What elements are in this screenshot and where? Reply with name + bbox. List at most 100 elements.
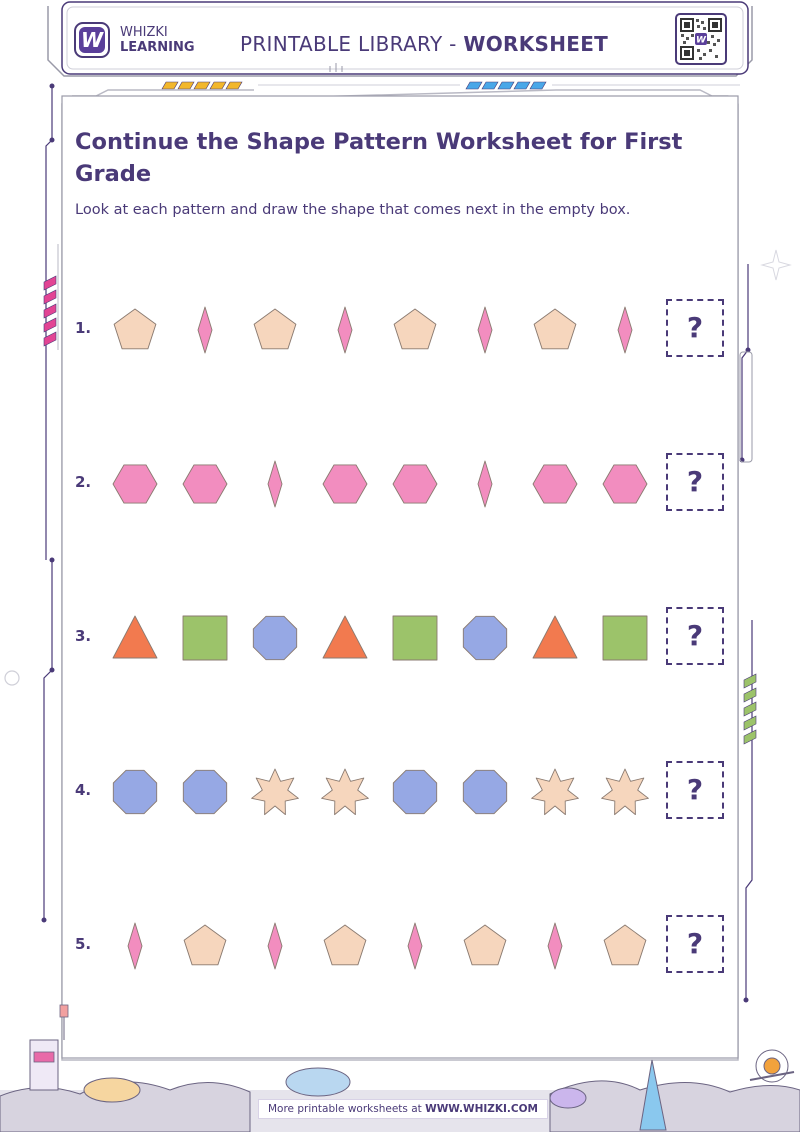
question-mark: ?: [686, 311, 704, 344]
pattern-shape-diamond: [250, 911, 300, 981]
pentagon-shape: [393, 308, 437, 350]
question-mark: ?: [686, 773, 704, 806]
pattern-shape-octagon: [460, 757, 510, 827]
diamond-shape: [267, 460, 283, 508]
question-mark: ?: [686, 619, 704, 652]
pattern-shape-star: [600, 757, 650, 827]
pentagon-shape: [323, 924, 367, 966]
answer-box[interactable]: ?: [666, 915, 724, 973]
pattern-shape-star: [320, 757, 370, 827]
diamond-shape: [337, 306, 353, 354]
pattern-shape-diamond: [180, 295, 230, 365]
pattern-shape-hexagon: [320, 449, 370, 519]
qr-code-graphic: W: [680, 18, 722, 60]
pattern-shape-triangle: [320, 603, 370, 673]
hexagon-shape: [182, 464, 228, 504]
octagon-shape: [182, 769, 228, 815]
hexagon-shape: [532, 464, 578, 504]
pattern-shape-square: [180, 603, 230, 673]
diamond-shape: [617, 306, 633, 354]
logo-line-1: WHIZKI: [120, 25, 168, 40]
star-shape: [531, 768, 579, 816]
logo-text: WHIZKI LEARNING: [120, 25, 195, 55]
answer-box[interactable]: ?: [666, 607, 724, 665]
hexagon-icon: [532, 464, 578, 504]
library-label: PRINTABLE LIBRARY -: [240, 32, 464, 56]
row-number: 1.: [75, 319, 92, 337]
green-stripes: [743, 673, 757, 745]
worksheet-title: Continue the Shape Pattern Worksheet for…: [75, 129, 683, 187]
triangle-shape: [532, 615, 578, 659]
star-icon: [321, 768, 369, 816]
octagon-icon: [462, 769, 508, 815]
octagon-icon: [392, 769, 438, 815]
hexagon-icon: [322, 464, 368, 504]
pentagon-shape: [253, 308, 297, 350]
answer-box[interactable]: ?: [666, 299, 724, 357]
square-shape: [602, 615, 648, 661]
pattern-row: 1. ?: [0, 295, 800, 365]
pattern-shape-pentagon: [460, 911, 510, 981]
qr-code-icon[interactable]: W: [675, 13, 727, 65]
pattern-shape-pentagon: [390, 295, 440, 365]
diamond-icon: [337, 306, 353, 354]
bottom-scenery: [0, 1004, 800, 1132]
star-shape: [321, 768, 369, 816]
pink-stripes: [43, 275, 57, 347]
pattern-shape-octagon: [390, 757, 440, 827]
pentagon-shape: [463, 924, 507, 966]
blue-stripes: [465, 81, 547, 90]
pentagon-icon: [463, 924, 507, 966]
answer-box[interactable]: ?: [666, 453, 724, 511]
pattern-shape-octagon: [250, 603, 300, 673]
logo[interactable]: W: [74, 22, 110, 58]
answer-box[interactable]: ?: [666, 761, 724, 819]
pattern-shape-pentagon: [600, 911, 650, 981]
pattern-row: 4. ?: [0, 757, 800, 827]
diamond-shape: [127, 922, 143, 970]
pattern-shape-octagon: [460, 603, 510, 673]
footer-site: WWW.WHIZKI.COM: [425, 1103, 538, 1115]
pattern-shape-octagon: [110, 757, 160, 827]
octagon-shape: [462, 615, 508, 661]
pattern-shape-square: [600, 603, 650, 673]
pattern-shape-diamond: [110, 911, 160, 981]
pentagon-icon: [183, 924, 227, 966]
pattern-shape-diamond: [320, 295, 370, 365]
diamond-icon: [267, 922, 283, 970]
pattern-shape-triangle: [110, 603, 160, 673]
row-number: 4.: [75, 781, 92, 799]
hexagon-shape: [112, 464, 158, 504]
pentagon-icon: [323, 924, 367, 966]
square-icon: [182, 615, 228, 661]
pattern-shape-hexagon: [530, 449, 580, 519]
pentagon-shape: [533, 308, 577, 350]
diamond-shape: [477, 306, 493, 354]
hexagon-icon: [392, 464, 438, 504]
diamond-icon: [617, 306, 633, 354]
row-number: 2.: [75, 473, 92, 491]
pattern-shape-pentagon: [110, 295, 160, 365]
hexagon-icon: [182, 464, 228, 504]
header-banner: W WHIZKI LEARNING PRINTABLE LIBRARY - WO…: [62, 2, 748, 74]
pattern-shape-diamond: [530, 911, 580, 981]
square-shape: [182, 615, 228, 661]
row-number: 3.: [75, 627, 92, 645]
octagon-shape: [392, 769, 438, 815]
diamond-icon: [407, 922, 423, 970]
triangle-shape: [322, 615, 368, 659]
question-mark: ?: [686, 465, 704, 498]
octagon-icon: [462, 615, 508, 661]
hexagon-shape: [392, 464, 438, 504]
worksheet-instructions: Look at each pattern and draw the shape …: [75, 202, 631, 218]
octagon-icon: [252, 615, 298, 661]
diamond-icon: [267, 460, 283, 508]
pattern-shape-pentagon: [180, 911, 230, 981]
triangle-icon: [322, 615, 368, 659]
pattern-shape-pentagon: [250, 295, 300, 365]
pattern-shape-diamond: [250, 449, 300, 519]
diamond-shape: [267, 922, 283, 970]
row-number: 5.: [75, 935, 92, 953]
yellow-stripes: [161, 81, 243, 90]
footer-link[interactable]: More printable worksheets at WWW.WHIZKI.…: [258, 1099, 548, 1119]
